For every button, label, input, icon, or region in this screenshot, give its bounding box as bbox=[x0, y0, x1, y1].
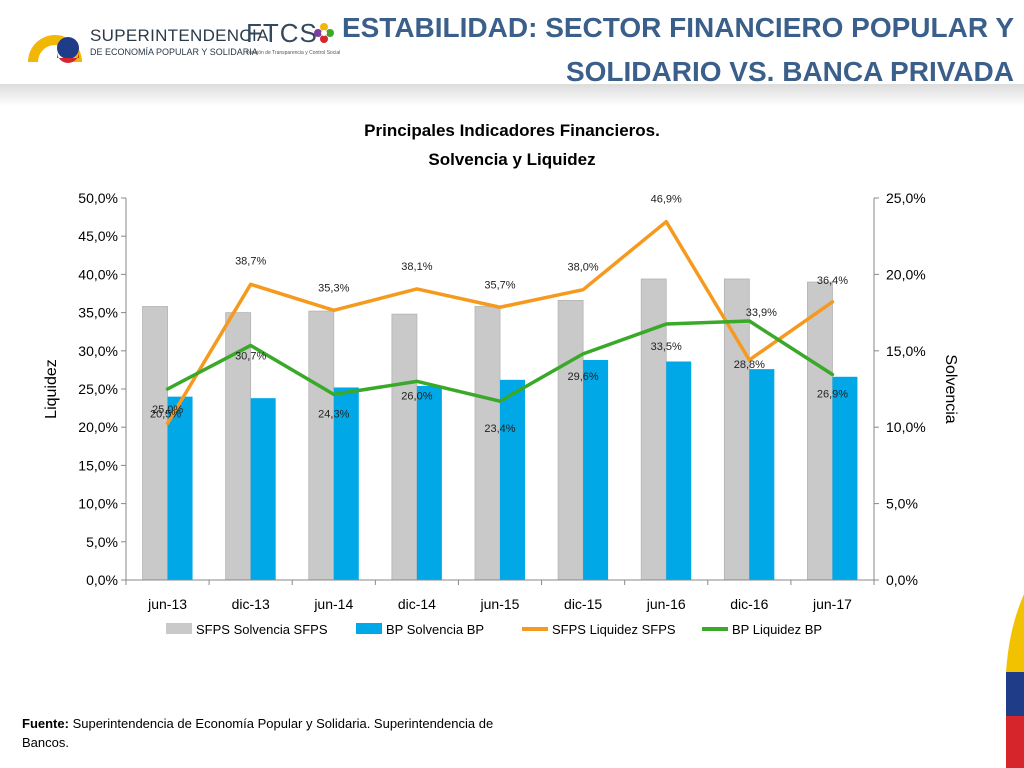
data-label: 38,7% bbox=[235, 255, 266, 267]
x-tick-label: jun-13 bbox=[147, 596, 187, 612]
y-left-tick-label: 25,0% bbox=[78, 381, 118, 397]
data-label: 36,4% bbox=[817, 275, 848, 287]
x-tick-label: dic-16 bbox=[730, 596, 768, 612]
bar-sfps-solvencia-sfps bbox=[723, 278, 750, 581]
data-label: 35,3% bbox=[318, 282, 349, 294]
ftcs-logo: FTCS Función de Transparencia y Control … bbox=[246, 18, 340, 64]
data-label: 23,4% bbox=[484, 423, 515, 435]
data-label: 35,7% bbox=[484, 279, 515, 291]
data-label: 33,9% bbox=[746, 307, 777, 319]
x-tick-label: dic-14 bbox=[398, 596, 436, 612]
y-right-tick-label: 25,0% bbox=[886, 190, 926, 206]
data-label: 29,6% bbox=[568, 371, 599, 383]
legend-swatch-bp-solvencia-bp bbox=[356, 623, 382, 634]
y-left-tick-label: 10,0% bbox=[78, 496, 118, 512]
bar-bp-solvencia-bp bbox=[749, 369, 775, 580]
y-left-tick-label: 15,0% bbox=[78, 457, 118, 473]
y-left-axis-title: Liquidez bbox=[43, 359, 60, 419]
y-right-tick-label: 10,0% bbox=[886, 419, 926, 435]
y-left-tick-label: 35,0% bbox=[78, 305, 118, 321]
x-tick-label: dic-13 bbox=[232, 596, 270, 612]
ftcs-logo-name: FTCS bbox=[246, 18, 318, 48]
line-sfps-liquidez-sfps bbox=[165, 219, 835, 426]
bar-bp-solvencia-bp bbox=[583, 359, 609, 580]
data-label: 28,8% bbox=[734, 359, 765, 371]
y-right-tick-label: 0,0% bbox=[886, 572, 918, 588]
source-text: Superintendencia de Economía Popular y S… bbox=[22, 716, 494, 750]
bar-bp-solvencia-bp bbox=[416, 385, 442, 580]
x-tick-label: jun-17 bbox=[812, 596, 852, 612]
chart-subtitle: Solvencia y Liquidez bbox=[428, 150, 595, 169]
chart-data-labels: 20,5% 38,7% 35,3% 38,1% 35,7% 38,0% 46,9% 28,8%… bbox=[150, 194, 848, 436]
chart-lines bbox=[165, 219, 835, 426]
data-label: 24,3% bbox=[318, 408, 349, 420]
data-label: 25,0% bbox=[152, 404, 183, 416]
slide-title-line-1: ESTABILIDAD: SECTOR FINANCIERO POPULAR Y bbox=[341, 12, 1014, 43]
y-left-tick-label: 20,0% bbox=[78, 419, 118, 435]
bar-sfps-solvencia-sfps bbox=[142, 306, 168, 581]
bar-sfps-solvencia-sfps bbox=[807, 281, 833, 581]
source-label: Fuente: bbox=[22, 716, 69, 731]
bar-sfps-solvencia-sfps bbox=[308, 310, 335, 581]
superintendencia-logo-name: SUPERINTENDENCIA bbox=[90, 26, 269, 45]
bar-bp-solvencia-bp bbox=[832, 376, 858, 580]
data-label: 20,5% bbox=[150, 408, 181, 420]
y-left-tick-label: 5,0% bbox=[86, 534, 118, 550]
chart-title: Principales Indicadores Financieros. bbox=[364, 121, 660, 140]
slide-title: ESTABILIDAD: SECTOR FINANCIERO POPULAR Y… bbox=[334, 6, 1014, 94]
ecuador-flag-corner bbox=[1006, 594, 1024, 768]
bar-sfps-solvencia-sfps bbox=[557, 299, 584, 581]
bar-bp-solvencia-bp bbox=[666, 361, 692, 580]
bar-sfps-solvencia-sfps bbox=[474, 306, 501, 581]
line-bp-liquidez-bp bbox=[165, 319, 835, 403]
sun-emblem-icon bbox=[28, 35, 82, 63]
y-left-tick-label: 0,0% bbox=[86, 572, 118, 588]
y-left-tick-label: 50,0% bbox=[78, 190, 118, 206]
bar-bp-solvencia-bp bbox=[333, 387, 359, 580]
bar-bp-solvencia-bp bbox=[167, 396, 193, 580]
chart-axes: 0,0% 5,0% 10,0% 15,0% 20,0% 25,0% 30,0% 35,0% 40… bbox=[43, 190, 959, 612]
y-right-tick-label: 15,0% bbox=[886, 343, 926, 359]
legend-swatch-sfps-solvencia-sfps bbox=[166, 623, 192, 634]
data-label: 26,9% bbox=[817, 388, 848, 400]
x-tick-label: dic-15 bbox=[564, 596, 602, 612]
y-left-tick-label: 45,0% bbox=[78, 228, 118, 244]
x-tick-label: jun-15 bbox=[480, 596, 520, 612]
superintendencia-logo: SUPERINTENDENCIA DE ECONOMÍA POPULAR Y S… bbox=[24, 18, 268, 68]
data-label: 46,9% bbox=[651, 194, 682, 206]
source-note: Fuente: Superintendencia de Economía Pop… bbox=[22, 714, 522, 752]
y-right-tick-label: 20,0% bbox=[886, 266, 926, 282]
x-tick-label: jun-16 bbox=[646, 596, 686, 612]
legend-label-sfps-solvencia-sfps: SFPS Solvencia SFPS bbox=[196, 622, 328, 637]
data-label: 33,5% bbox=[651, 341, 682, 353]
y-left-tick-label: 30,0% bbox=[78, 343, 118, 359]
data-label: 38,1% bbox=[401, 261, 432, 273]
legend-label-bp-liquidez-bp: BP Liquidez BP bbox=[732, 622, 822, 637]
flower-icon bbox=[314, 23, 334, 43]
y-right-tick-label: 5,0% bbox=[886, 496, 918, 512]
y-right-axis-title: Solvencia bbox=[942, 354, 959, 423]
data-label: 26,0% bbox=[401, 390, 432, 402]
bar-bp-solvencia-bp bbox=[500, 379, 525, 580]
legend-label-sfps-liquidez-sfps: SFPS Liquidez SFPS bbox=[552, 622, 676, 637]
slide-title-line-2: SOLIDARIO VS. BANCA PRIVADA bbox=[565, 56, 1014, 87]
header-divider bbox=[0, 84, 1024, 106]
data-label: 38,0% bbox=[568, 262, 599, 274]
legend-label-bp-solvencia-bp: BP Solvencia BP bbox=[386, 622, 484, 637]
bar-sfps-solvencia-sfps bbox=[391, 313, 418, 581]
data-label: 30,7% bbox=[235, 350, 266, 362]
ftcs-logo-subtitle: Función de Transparencia y Control Socia… bbox=[246, 50, 341, 56]
superintendencia-logo-subtitle: DE ECONOMÍA POPULAR Y SOLIDARIA bbox=[90, 47, 258, 57]
solvency-liquidity-chart: Principales Indicadores Financieros. Sol… bbox=[43, 121, 959, 637]
x-tick-label: jun-14 bbox=[313, 596, 353, 612]
y-left-tick-label: 40,0% bbox=[78, 266, 118, 282]
chart-legend: SFPS Solvencia SFPS BP Solvencia BP SFPS L… bbox=[166, 622, 822, 637]
bar-bp-solvencia-bp bbox=[250, 398, 276, 580]
